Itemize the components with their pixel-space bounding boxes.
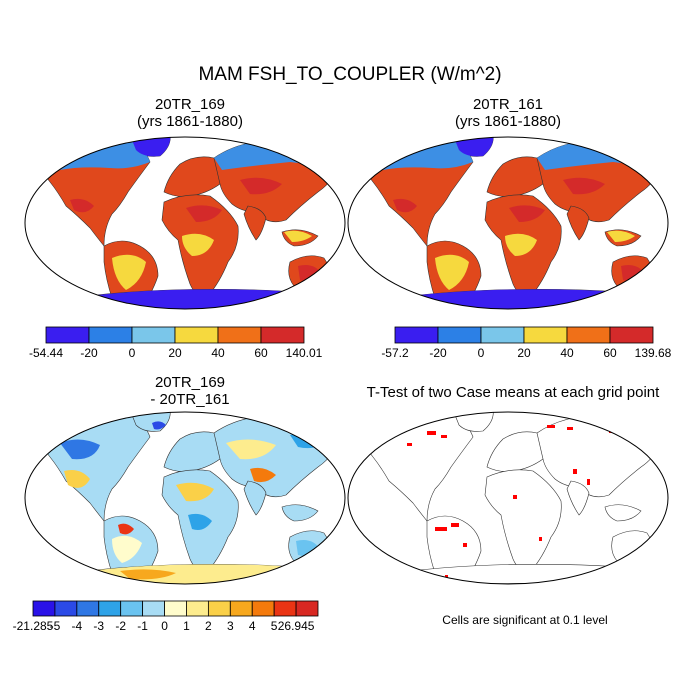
colorbar-tick-label: -1 [137, 619, 148, 633]
map-case2 [347, 136, 669, 310]
colorbar-tick-label: 139.68 [635, 346, 672, 360]
colorbar-swatch [394, 326, 439, 344]
colorbar-swatch [566, 326, 611, 344]
colorbar-tick-label: -20 [80, 346, 98, 360]
colorbar-swatch [480, 326, 525, 344]
colorbar-tick-label: 20 [517, 346, 531, 360]
colorbar-tick-label: -57.2 [381, 346, 409, 360]
colorbar-case2: -57.2 -20 0 20 40 60 139.68 [381, 326, 672, 360]
colorbar-tick-label: 60 [254, 346, 268, 360]
colorbar-tick-label: 26.945 [278, 619, 315, 633]
colorbar-swatch [174, 326, 219, 344]
colorbar-tick-label: -5 [50, 619, 61, 633]
colorbar-tick-label: -4 [72, 619, 83, 633]
colorbar-swatch [437, 326, 482, 344]
colorbar-swatch [142, 600, 165, 617]
colorbar-swatch [217, 326, 262, 344]
colorbar-swatch [76, 600, 100, 617]
colorbar-tick-label: 0 [129, 346, 136, 360]
colorbar-tick-label: 3 [227, 619, 234, 633]
colorbar-tick-label: -21.285 [13, 619, 54, 633]
colorbar-swatch [273, 600, 297, 617]
map-difference [24, 411, 346, 585]
difference-name: 20TR_169 [154, 374, 226, 391]
colorbar-swatch [186, 600, 209, 617]
significance-note: Cells are significant at 0.1 level [442, 613, 608, 627]
colorbar-swatch [609, 326, 654, 344]
colorbar-swatch [45, 326, 90, 344]
colorbar-swatch [251, 600, 275, 617]
colorbar-swatch [164, 600, 187, 617]
colorbar-swatch [207, 600, 231, 617]
colorbar-tick-label: 4 [249, 619, 256, 633]
colorbar-swatch [98, 600, 122, 617]
colorbar-tick-label: 0 [161, 619, 168, 633]
colorbar-tick-label: 2 [205, 619, 212, 633]
colorbar-tick-label: -3 [93, 619, 104, 633]
colorbar-tick-label: 40 [211, 346, 225, 360]
colorbar-swatch [523, 326, 568, 344]
colorbar-tick-label: 5 [271, 619, 278, 633]
colorbar-case1: -54.44 -20 0 20 40 60 140.01 [29, 326, 323, 360]
colorbar-swatch [229, 600, 253, 617]
colorbar-swatch [54, 600, 78, 617]
figure-title: MAM FSH_TO_COUPLER (W/m^2) [198, 64, 502, 85]
colorbar-swatch [295, 600, 319, 617]
colorbar-swatch [32, 600, 56, 617]
panel-title-case1: 20TR_169 (yrs 1861-1880) [25, 96, 355, 130]
colorbar-tick-label: 140.01 [286, 346, 323, 360]
colorbar-swatch [260, 326, 305, 344]
colorbar-difference: -21.285-5 -4 -3 -2 -1 0 1 2 3 4 5 26.945 [13, 600, 319, 633]
panel-title-ttest: T-Test of two Case means at each grid po… [366, 384, 660, 401]
colorbar-swatch [88, 326, 133, 344]
colorbar-tick-label: 1 [183, 619, 190, 633]
difference-subtrahend: - 20TR_161 [150, 391, 230, 408]
case2-name: 20TR_161 [472, 96, 544, 113]
case1-name: 20TR_169 [154, 96, 226, 113]
colorbar-tick-label: -2 [115, 619, 126, 633]
colorbar-tick-label: 60 [603, 346, 617, 360]
map-ttest [347, 411, 669, 585]
colorbar-swatch [120, 600, 144, 617]
colorbar-tick-label: 40 [560, 346, 574, 360]
case2-years: (yrs 1861-1880) [455, 113, 561, 130]
case1-years: (yrs 1861-1880) [137, 113, 243, 130]
panel-title-case2: 20TR_161 (yrs 1861-1880) [343, 96, 673, 130]
colorbar-tick-label: -20 [429, 346, 447, 360]
panel-title-difference: 20TR_169 - 20TR_161 [25, 374, 355, 408]
colorbar-tick-label: 20 [168, 346, 182, 360]
colorbar-tick-label: -54.44 [29, 346, 63, 360]
colorbar-tick-label: 0 [478, 346, 485, 360]
colorbar-swatch [131, 326, 176, 344]
map-case1 [24, 136, 346, 310]
